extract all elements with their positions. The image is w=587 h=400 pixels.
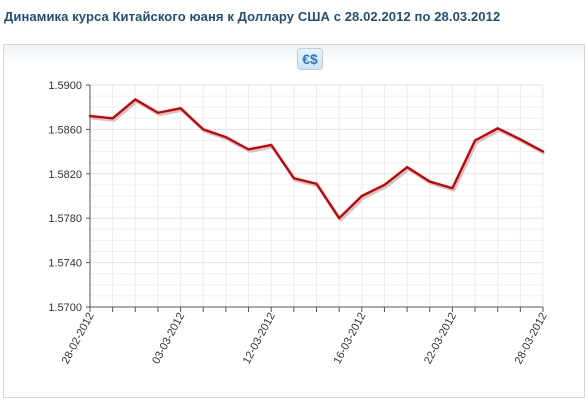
data-point [202, 128, 205, 131]
series-line-shadow [91, 99, 546, 222]
y-tick-label: 1.5780 [48, 213, 82, 225]
data-point [519, 138, 522, 141]
currency-logo-icon: €$ [297, 48, 323, 70]
y-tick-label: 1.5900 [48, 80, 82, 92]
data-point [473, 139, 477, 142]
data-point [224, 135, 228, 139]
data-point [111, 117, 114, 120]
page-title: Динамика курса Китайского юаня к Доллару… [4, 9, 501, 24]
y-tick-label: 1.5740 [48, 258, 82, 270]
y-tick-label: 1.5860 [48, 124, 82, 136]
x-tick-label: 03-03-2012 [150, 311, 187, 366]
data-point [337, 217, 341, 220]
data-point [247, 148, 250, 151]
data-point [88, 114, 92, 118]
currency-logo-text: €$ [302, 51, 318, 67]
x-tick-label: 12-03-2012 [241, 311, 278, 366]
data-point [541, 150, 545, 153]
y-tick-label: 1.5700 [48, 302, 82, 314]
data-point [451, 187, 454, 190]
data-point [496, 127, 499, 130]
x-tick-label: 16-03-2012 [331, 311, 368, 366]
data-point [315, 182, 318, 185]
data-point [134, 98, 137, 101]
data-point [383, 183, 386, 187]
y-tick-label: 1.5820 [48, 169, 82, 181]
data-point [292, 177, 296, 180]
data-point [270, 143, 273, 147]
data-point [360, 194, 363, 198]
x-tick-label: 28-03-2012 [513, 311, 550, 366]
data-point [156, 111, 160, 114]
data-point [405, 165, 409, 169]
x-tick-label: 22-03-2012 [422, 311, 459, 366]
data-point [428, 180, 431, 183]
x-tick-label: 28-02-2012 [60, 311, 97, 366]
chart-header-strip [4, 45, 584, 65]
data-point [179, 107, 182, 110]
